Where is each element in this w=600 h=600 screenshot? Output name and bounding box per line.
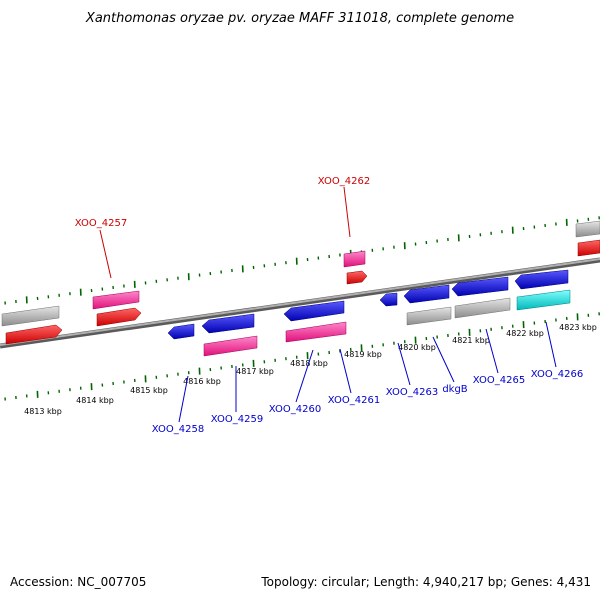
gene-feature[interactable] — [379, 292, 398, 307]
gene-label-dkgb[interactable]: dkgB — [442, 384, 467, 395]
gene-labels: XOO_4257 XOO_4262 XOO_4258 XOO_4259 XOO_… — [75, 176, 583, 435]
gene-label-xoo-4262[interactable]: XOO_4262 — [318, 176, 370, 187]
gene-label-xoo-4258[interactable]: XOO_4258 — [152, 424, 204, 435]
accession-text: Accession: NC_007705 — [10, 575, 146, 589]
ruler-label: 4817 kbp — [236, 367, 274, 376]
plus-strand-inner-genes — [5, 239, 600, 345]
gene-feature[interactable] — [451, 276, 509, 297]
gene-feature[interactable] — [96, 307, 142, 327]
ruler-label: 4816 kbp — [183, 377, 221, 386]
gene-feature[interactable] — [577, 239, 600, 257]
ruler-label: 4815 kbp — [130, 386, 168, 395]
ruler-label: 4822 kbp — [506, 329, 544, 338]
gene-label-xoo-4266[interactable]: XOO_4266 — [531, 369, 583, 380]
ruler-label: 4813 kbp — [24, 407, 62, 416]
gene-feature[interactable] — [406, 306, 452, 326]
gene-feature[interactable] — [283, 300, 345, 322]
ruler-label: 4823 kbp — [559, 323, 597, 332]
gene-feature[interactable] — [201, 313, 255, 334]
gene-feature[interactable] — [346, 270, 368, 285]
gene-label-xoo-4259[interactable]: XOO_4259 — [211, 414, 263, 425]
gene-label-xoo-4257[interactable]: XOO_4257 — [75, 218, 127, 229]
gene-feature[interactable] — [454, 297, 511, 319]
gene-feature[interactable] — [1, 305, 60, 327]
minus-strand-inner-genes — [167, 269, 569, 340]
gene-feature[interactable] — [514, 269, 569, 290]
gene-feature[interactable] — [403, 284, 450, 304]
lower-tick-row — [4, 312, 600, 401]
gene-label-xoo-4265[interactable]: XOO_4265 — [473, 375, 525, 386]
plus-strand-outer-genes — [1, 220, 600, 327]
minus-strand-outer-genes — [203, 289, 571, 357]
gene-label-xoo-4260[interactable]: XOO_4260 — [269, 404, 321, 415]
ruler-label: 4814 kbp — [76, 396, 114, 405]
ruler-label: 4821 kbp — [452, 336, 490, 345]
gene-feature[interactable] — [5, 324, 63, 345]
gene-feature[interactable] — [92, 290, 140, 310]
ruler-label: 4820 kbp — [398, 343, 436, 352]
gene-feature[interactable] — [343, 250, 366, 268]
gene-feature[interactable] — [575, 220, 600, 238]
genome-title: Xanthomonas oryzae pv. oryzae MAFF 31101… — [85, 11, 514, 26]
gene-label-xoo-4263[interactable]: XOO_4263 — [386, 387, 438, 398]
genome-backbone — [0, 257, 600, 349]
topology-text: Topology: circular; Length: 4,940,217 bp… — [260, 575, 591, 589]
upper-tick-row — [4, 216, 600, 305]
gene-feature[interactable] — [203, 335, 258, 357]
gene-feature[interactable] — [285, 321, 347, 343]
gene-label-xoo-4261[interactable]: XOO_4261 — [328, 395, 380, 406]
gene-feature[interactable] — [516, 289, 571, 311]
gene-label-leaders — [99, 186, 557, 423]
gene-feature[interactable] — [167, 323, 195, 340]
ruler-label: 4819 kbp — [344, 350, 382, 359]
